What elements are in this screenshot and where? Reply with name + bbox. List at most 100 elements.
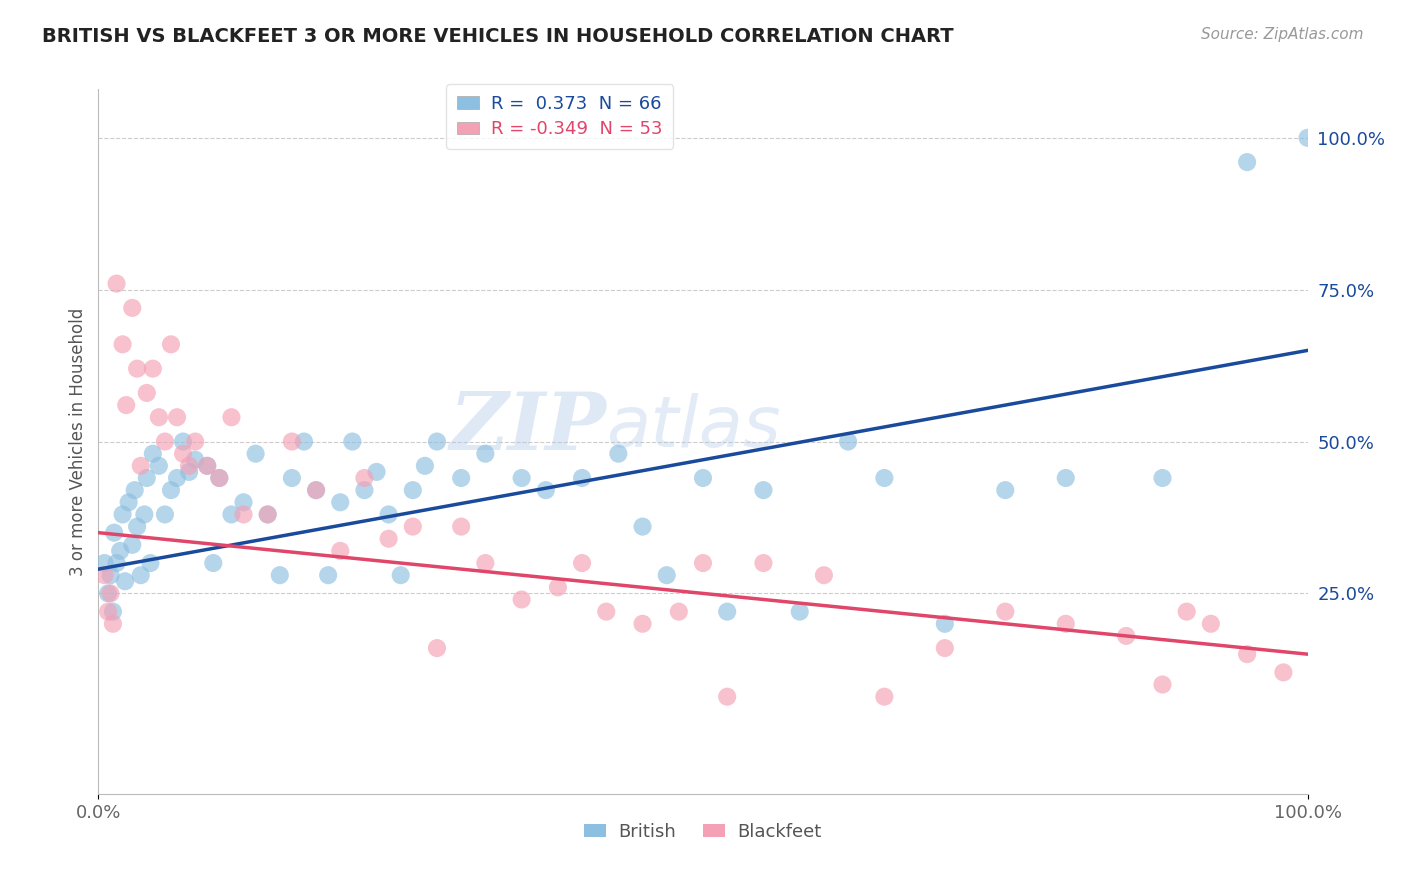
Point	[160, 337, 183, 351]
Point	[402, 483, 425, 497]
Point	[474, 447, 496, 461]
Point	[426, 434, 449, 449]
Point	[166, 410, 188, 425]
Point	[994, 483, 1017, 497]
Point	[142, 447, 165, 461]
Text: Source: ZipAtlas.com: Source: ZipAtlas.com	[1201, 27, 1364, 42]
Point	[256, 508, 278, 522]
Point	[103, 525, 125, 540]
Point	[292, 434, 315, 449]
Point	[208, 471, 231, 485]
Point	[135, 386, 157, 401]
Point	[789, 605, 811, 619]
Point	[631, 519, 654, 533]
Point	[873, 471, 896, 485]
Point	[97, 586, 120, 600]
Point	[129, 568, 152, 582]
Point	[166, 471, 188, 485]
Point	[1152, 677, 1174, 691]
Point	[142, 361, 165, 376]
Point	[134, 508, 156, 522]
Point	[1236, 647, 1258, 661]
Y-axis label: 3 or more Vehicles in Household: 3 or more Vehicles in Household	[69, 308, 87, 575]
Point	[97, 605, 120, 619]
Point	[316, 568, 339, 582]
Point	[121, 538, 143, 552]
Point	[655, 568, 678, 582]
Point	[413, 458, 436, 473]
Point	[329, 495, 352, 509]
Point	[1199, 616, 1222, 631]
Point	[100, 586, 122, 600]
Point	[389, 568, 412, 582]
Point	[752, 483, 775, 497]
Point	[305, 483, 328, 497]
Point	[1054, 616, 1077, 631]
Point	[208, 471, 231, 485]
Point	[426, 641, 449, 656]
Point	[510, 471, 533, 485]
Text: BRITISH VS BLACKFEET 3 OR MORE VEHICLES IN HOUSEHOLD CORRELATION CHART: BRITISH VS BLACKFEET 3 OR MORE VEHICLES …	[42, 27, 953, 45]
Point	[450, 471, 472, 485]
Point	[148, 410, 170, 425]
Point	[232, 508, 254, 522]
Point	[1152, 471, 1174, 485]
Point	[595, 605, 617, 619]
Point	[269, 568, 291, 582]
Point	[547, 580, 569, 594]
Point	[837, 434, 859, 449]
Point	[127, 361, 149, 376]
Point	[184, 434, 207, 449]
Point	[1236, 155, 1258, 169]
Point	[179, 458, 201, 473]
Point	[353, 471, 375, 485]
Point	[534, 483, 557, 497]
Point	[692, 471, 714, 485]
Point	[1054, 471, 1077, 485]
Point	[353, 483, 375, 497]
Point	[281, 434, 304, 449]
Text: atlas: atlas	[606, 393, 780, 462]
Point	[184, 452, 207, 467]
Point	[716, 690, 738, 704]
Legend: British, Blackfeet: British, Blackfeet	[576, 816, 830, 848]
Point	[668, 605, 690, 619]
Point	[1115, 629, 1137, 643]
Point	[105, 277, 128, 291]
Point	[160, 483, 183, 497]
Point	[366, 465, 388, 479]
Point	[994, 605, 1017, 619]
Point	[510, 592, 533, 607]
Point	[153, 434, 176, 449]
Point	[329, 544, 352, 558]
Text: ZIP: ZIP	[450, 389, 606, 467]
Point	[1272, 665, 1295, 680]
Point	[172, 447, 194, 461]
Point	[934, 616, 956, 631]
Point	[93, 568, 115, 582]
Point	[245, 447, 267, 461]
Point	[281, 471, 304, 485]
Point	[100, 568, 122, 582]
Point	[873, 690, 896, 704]
Point	[571, 556, 593, 570]
Point	[716, 605, 738, 619]
Point	[256, 508, 278, 522]
Point	[571, 471, 593, 485]
Point	[342, 434, 364, 449]
Point	[118, 495, 141, 509]
Point	[232, 495, 254, 509]
Point	[752, 556, 775, 570]
Point	[121, 301, 143, 315]
Point	[934, 641, 956, 656]
Point	[450, 519, 472, 533]
Point	[114, 574, 136, 589]
Point	[101, 605, 124, 619]
Point	[305, 483, 328, 497]
Point	[93, 556, 115, 570]
Point	[139, 556, 162, 570]
Point	[148, 458, 170, 473]
Point	[124, 483, 146, 497]
Point	[813, 568, 835, 582]
Point	[195, 458, 218, 473]
